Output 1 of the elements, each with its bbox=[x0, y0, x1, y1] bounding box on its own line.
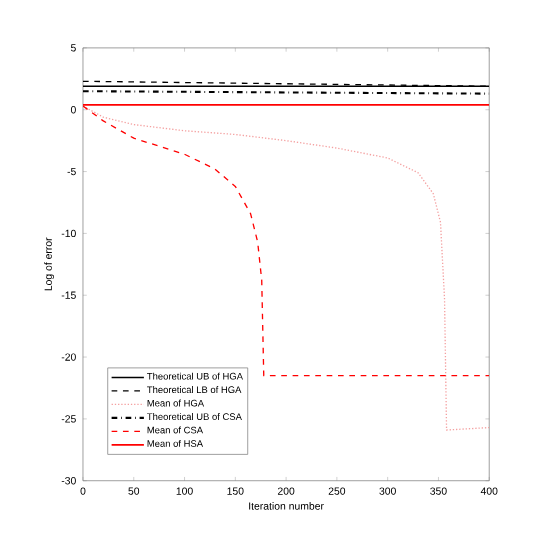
line-series bbox=[82, 105, 490, 431]
